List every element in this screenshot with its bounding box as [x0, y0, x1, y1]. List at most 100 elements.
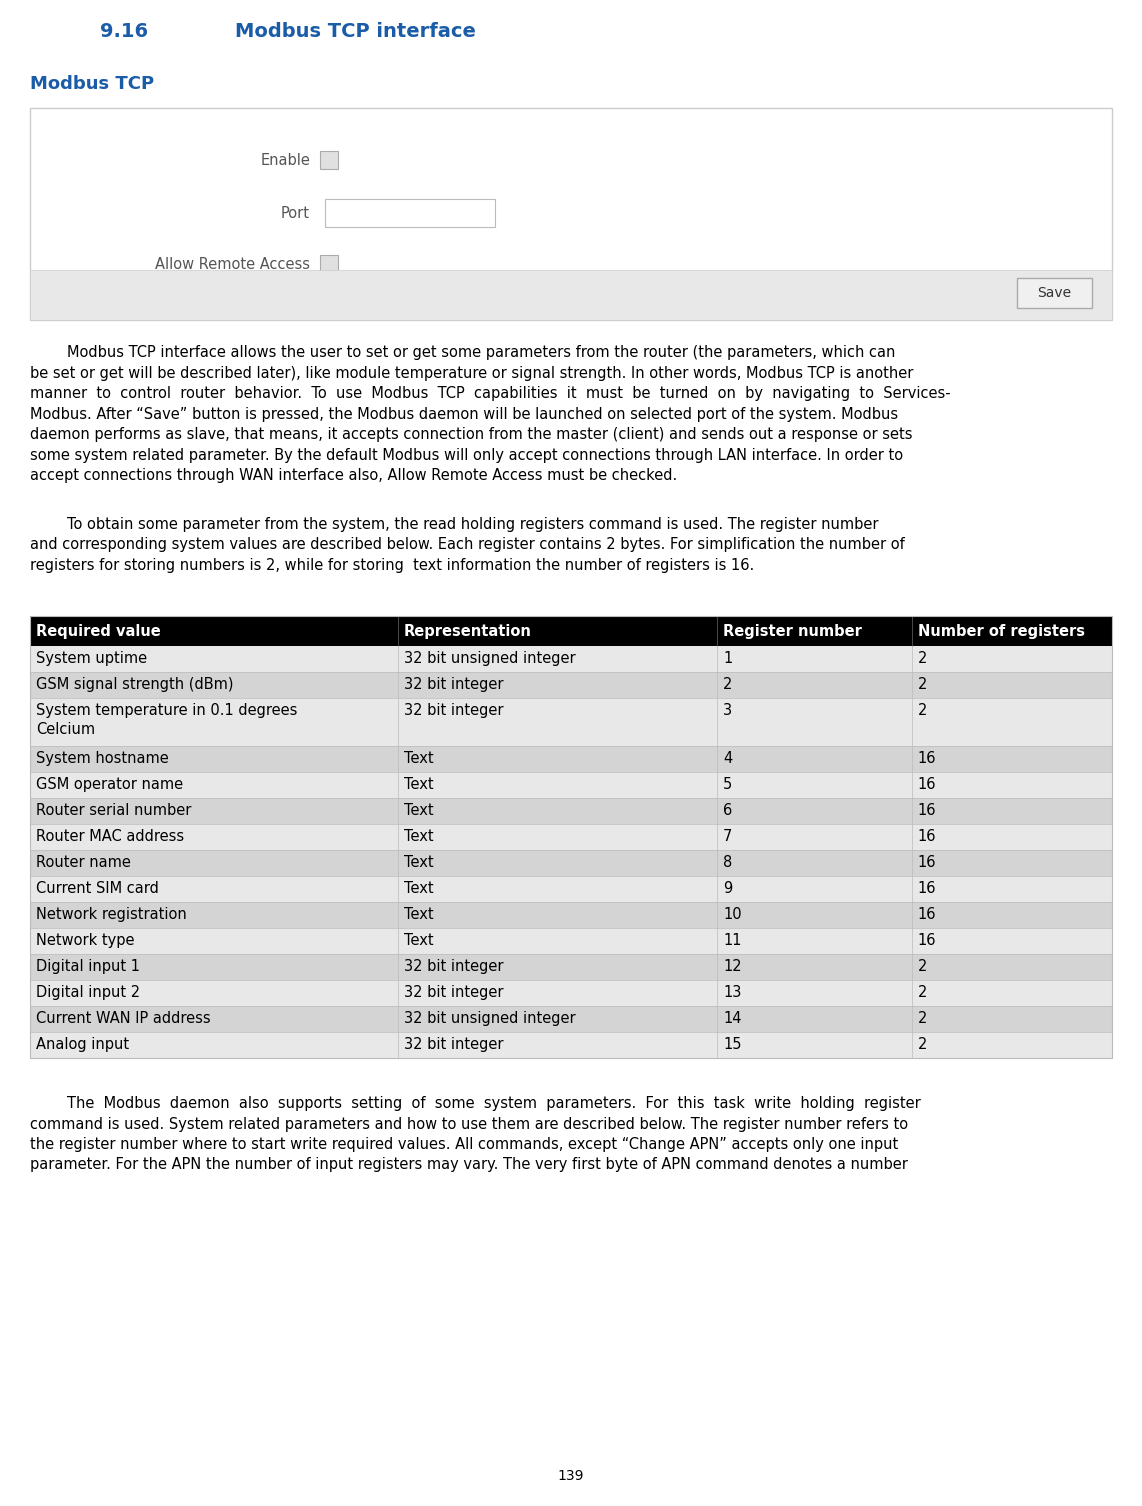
Bar: [30, 902, 1112, 928]
Bar: [30, 876, 1112, 902]
Text: Port: Port: [281, 205, 309, 220]
Bar: [30, 697, 1112, 745]
Text: Text: Text: [404, 777, 434, 792]
Text: Router MAC address: Router MAC address: [37, 828, 184, 843]
Text: 7: 7: [723, 828, 732, 843]
Bar: [30, 1006, 1112, 1032]
Text: Analog input: Analog input: [37, 1038, 134, 1053]
Text: daemon performs as slave, that means, it accepts connection from the master (cli: daemon performs as slave, that means, it…: [30, 428, 912, 441]
Text: 2: 2: [918, 651, 927, 666]
Text: Text: Text: [404, 855, 434, 870]
Text: 32 bit unsigned integer: 32 bit unsigned integer: [404, 651, 576, 666]
Text: 6: 6: [723, 803, 732, 818]
Text: 32 bit integer: 32 bit integer: [404, 1038, 504, 1053]
Text: 15: 15: [723, 1038, 741, 1053]
Bar: [1018, 279, 1092, 309]
Bar: [30, 616, 1112, 1059]
Text: The  Modbus  daemon  also  supports  setting  of  some  system  parameters.  For: The Modbus daemon also supports setting …: [30, 1096, 920, 1111]
Text: Register number: Register number: [723, 623, 862, 639]
Bar: [30, 745, 1112, 773]
Text: 2: 2: [918, 959, 927, 974]
Text: Text: Text: [404, 881, 434, 896]
Text: 16: 16: [918, 907, 936, 922]
Text: 32 bit integer: 32 bit integer: [404, 678, 504, 691]
Text: 2: 2: [918, 985, 927, 1000]
Text: some system related parameter. By the default Modbus will only accept connection: some system related parameter. By the de…: [30, 447, 903, 462]
Bar: [30, 646, 1112, 672]
Text: 4: 4: [723, 751, 732, 767]
Bar: [30, 108, 1112, 319]
Text: Router serial number: Router serial number: [37, 803, 192, 818]
Text: command is used. System related parameters and how to use them are described bel: command is used. System related paramete…: [30, 1116, 908, 1131]
Text: Router name: Router name: [37, 855, 131, 870]
Text: 2: 2: [918, 678, 927, 691]
Bar: [30, 824, 1112, 849]
Text: 2: 2: [918, 703, 927, 718]
Text: registers for storing numbers is 2, while for storing  text information the numb: registers for storing numbers is 2, whil…: [30, 557, 754, 572]
Text: accept connections through WAN interface also, Allow Remote Access must be check: accept connections through WAN interface…: [30, 468, 677, 483]
Text: GSM signal strength (dBm): GSM signal strength (dBm): [37, 678, 233, 691]
Text: 16: 16: [918, 881, 936, 896]
Text: System temperature in 0.1 degrees
Celcium: System temperature in 0.1 degrees Celciu…: [37, 703, 297, 738]
Bar: [30, 953, 1112, 980]
Text: Modbus TCP interface allows the user to set or get some parameters from the rout: Modbus TCP interface allows the user to …: [30, 345, 895, 360]
Text: Current SIM card: Current SIM card: [37, 881, 159, 896]
Text: 2: 2: [918, 1038, 927, 1053]
Text: be set or get will be described later), like module temperature or signal streng: be set or get will be described later), …: [30, 366, 914, 381]
Text: Representation: Representation: [404, 623, 532, 639]
Bar: [325, 199, 494, 227]
Text: 2: 2: [723, 678, 732, 691]
Text: the register number where to start write required values. All commands, except “: the register number where to start write…: [30, 1137, 899, 1152]
Text: Modbus. After “Save” button is pressed, the Modbus daemon will be launched on se: Modbus. After “Save” button is pressed, …: [30, 407, 898, 422]
Text: 11: 11: [723, 934, 741, 947]
Text: 5: 5: [723, 777, 732, 792]
Text: 139: 139: [557, 1468, 585, 1483]
Text: 9.16: 9.16: [100, 23, 148, 41]
Bar: [30, 270, 1112, 319]
Text: Text: Text: [404, 751, 434, 767]
Text: System uptime: System uptime: [37, 651, 147, 666]
Text: 9: 9: [723, 881, 732, 896]
Text: 10: 10: [723, 907, 741, 922]
Text: Network type: Network type: [37, 934, 135, 947]
Bar: [30, 798, 1112, 824]
Text: Allow Remote Access: Allow Remote Access: [155, 256, 309, 271]
Text: System hostname: System hostname: [37, 751, 169, 767]
Text: parameter. For the APN the number of input registers may vary. The very first by: parameter. For the APN the number of inp…: [30, 1158, 908, 1173]
Bar: [320, 151, 338, 169]
Text: Save: Save: [1037, 286, 1071, 300]
Text: Digital input 1: Digital input 1: [37, 959, 140, 974]
Text: To obtain some parameter from the system, the read holding registers command is : To obtain some parameter from the system…: [30, 517, 878, 532]
Text: Network registration: Network registration: [37, 907, 187, 922]
Text: 1: 1: [723, 651, 732, 666]
Bar: [30, 672, 1112, 697]
Text: Text: Text: [404, 934, 434, 947]
Text: Modbus TCP interface: Modbus TCP interface: [235, 23, 476, 41]
Text: 32 bit integer: 32 bit integer: [404, 703, 504, 718]
Text: Modbus TCP: Modbus TCP: [30, 75, 154, 93]
Text: manner  to  control  router  behavior.  To  use  Modbus  TCP  capabilities  it  : manner to control router behavior. To us…: [30, 386, 950, 401]
Text: 32 bit unsigned integer: 32 bit unsigned integer: [404, 1011, 576, 1026]
Bar: [30, 980, 1112, 1006]
Text: 13: 13: [723, 985, 741, 1000]
Text: 16: 16: [918, 934, 936, 947]
Text: 12: 12: [723, 959, 741, 974]
Bar: [30, 616, 1112, 646]
Text: 16: 16: [918, 828, 936, 843]
Text: Current WAN IP address: Current WAN IP address: [37, 1011, 210, 1026]
Text: 16: 16: [918, 803, 936, 818]
Bar: [30, 928, 1112, 953]
Text: and corresponding system values are described below. Each register contains 2 by: and corresponding system values are desc…: [30, 538, 904, 553]
Text: Text: Text: [404, 828, 434, 843]
Text: 2: 2: [918, 1011, 927, 1026]
Text: 16: 16: [918, 855, 936, 870]
Text: Number of registers: Number of registers: [918, 623, 1085, 639]
Bar: [320, 255, 338, 273]
Bar: [30, 849, 1112, 876]
Text: 14: 14: [723, 1011, 741, 1026]
Text: Enable: Enable: [260, 152, 309, 167]
Text: 32 bit integer: 32 bit integer: [404, 985, 504, 1000]
Text: 32 bit integer: 32 bit integer: [404, 959, 504, 974]
Text: 16: 16: [918, 751, 936, 767]
Text: Text: Text: [404, 803, 434, 818]
